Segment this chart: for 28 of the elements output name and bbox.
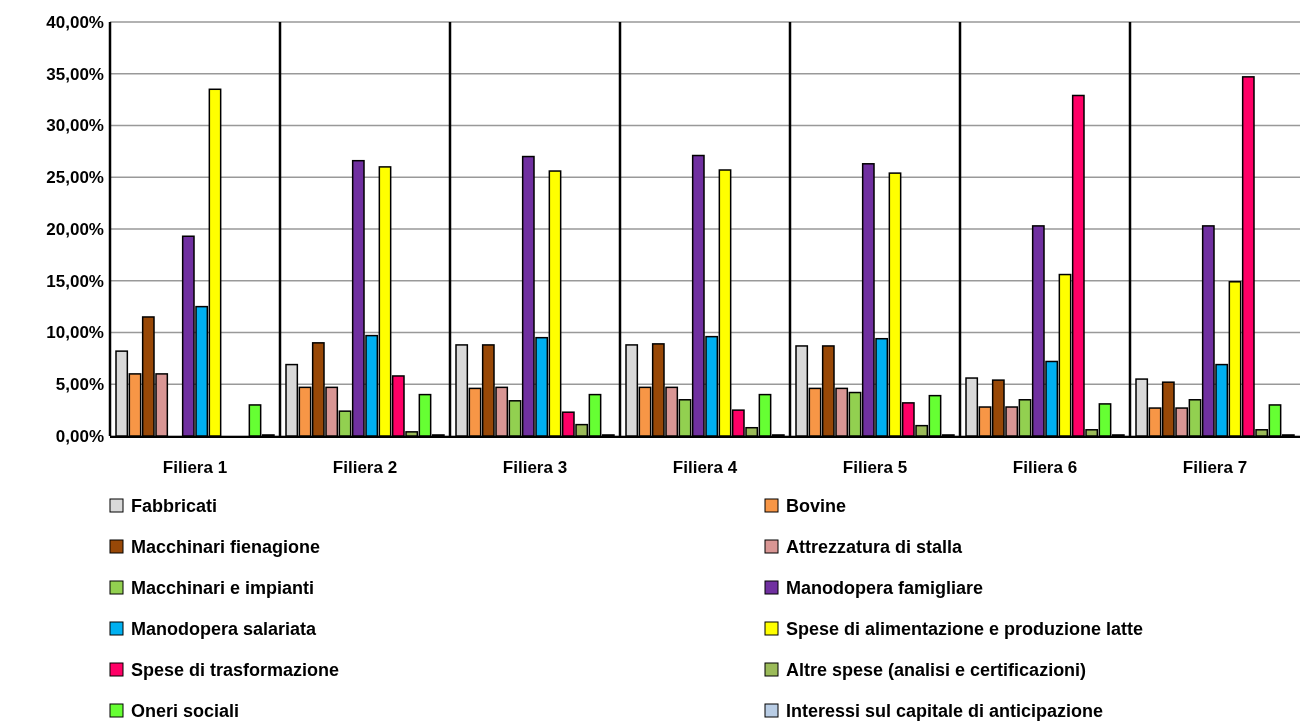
legend-label: Bovine	[786, 496, 847, 517]
x-tick-label: Filiera 7	[1182, 457, 1248, 477]
x-tick-label: Filiera 5	[842, 457, 908, 477]
legend-label: Oneri sociali	[131, 701, 240, 722]
legend-label: Spese di alimentazione e produzione latte	[786, 619, 1144, 640]
x-tick-label: Filiera 4	[672, 457, 738, 477]
legend-label: Manodopera salariata	[131, 619, 318, 640]
y-tick-label: 25,00%	[46, 168, 104, 188]
legend-label: Spese di trasformazione	[131, 660, 340, 681]
legend-label: Macchinari e impianti	[131, 578, 315, 599]
x-tick-label: Filiera 1	[162, 457, 228, 477]
x-tick-label: Filiera 3	[502, 457, 568, 477]
legend-label: Attrezzatura di stalla	[786, 537, 964, 558]
y-tick-label: 15,00%	[46, 271, 104, 291]
legend-label: Interessi sul capitale di anticipazione	[786, 701, 1104, 722]
y-tick-label: 35,00%	[46, 64, 104, 84]
y-tick-label: 40,00%	[46, 12, 104, 32]
y-tick-label: 5,00%	[55, 375, 104, 395]
y-tick-label: 0,00%	[55, 426, 104, 446]
legend-label: Fabbricati	[131, 496, 218, 517]
legend-label: Manodopera famigliare	[786, 578, 984, 599]
y-tick-label: 20,00%	[46, 219, 104, 239]
x-tick-label: Filiera 6	[1012, 457, 1078, 477]
legend-label: Macchinari fienagione	[131, 537, 321, 558]
legend-label: Altre spese (analisi e certificazioni)	[786, 660, 1087, 681]
y-tick-label: 30,00%	[46, 116, 104, 136]
x-tick-label: Filiera 2	[332, 457, 398, 477]
y-tick-label: 10,00%	[46, 323, 104, 343]
